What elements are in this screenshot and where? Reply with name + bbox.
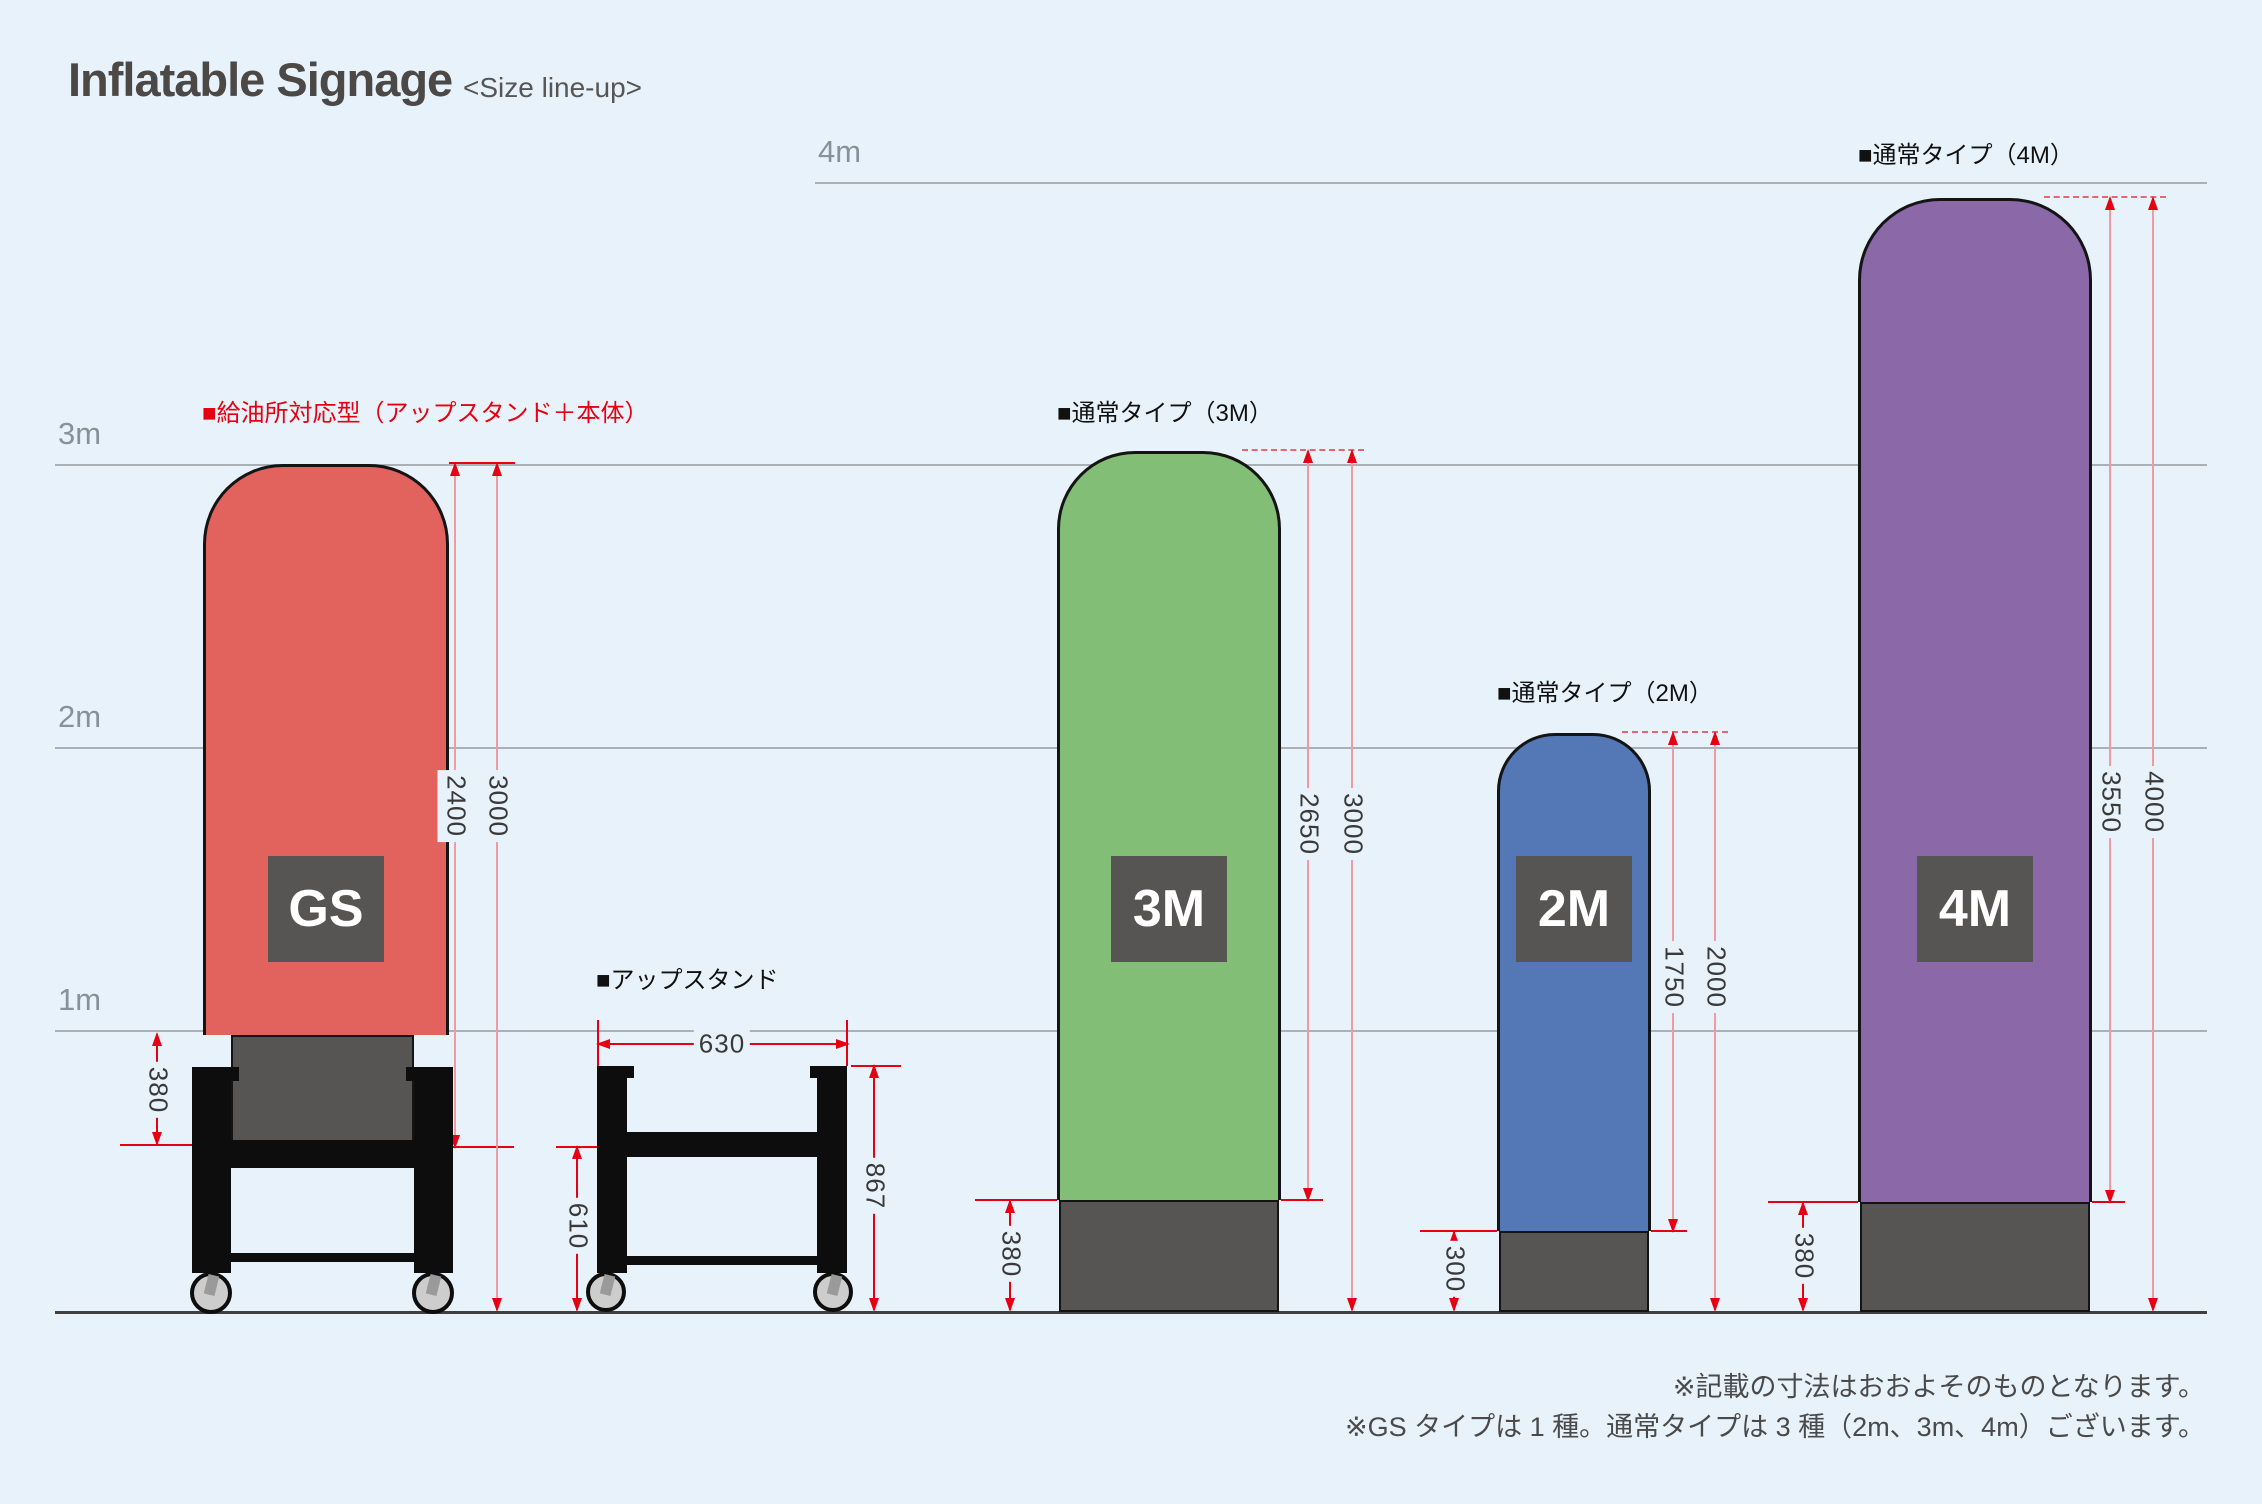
gs-upstand-lower-bar — [225, 1253, 420, 1262]
4m-body-dim-line — [2105, 196, 2115, 1204]
2m-base — [1499, 1231, 1649, 1312]
gridline-4m — [815, 182, 2207, 184]
axis-label-2m: 2m — [58, 699, 102, 734]
axis-label-3m: 3m — [58, 416, 102, 451]
gs-upstand-post-left — [192, 1067, 231, 1273]
upstand-width-dim-value: 630 — [693, 1025, 751, 1063]
page-title: Inflatable Signage — [68, 53, 453, 106]
4m-badge: 4M — [1917, 856, 2033, 962]
upstand-wheel-right — [813, 1272, 853, 1312]
3m-base-dim-value: 380 — [992, 1225, 1030, 1283]
axis-label-4m: 4m — [818, 134, 862, 169]
label-upstand: ■アップスタンド — [596, 967, 779, 994]
3m-body-dim-value: 2650 — [1290, 788, 1328, 860]
gs-total-dim-line — [492, 462, 502, 1312]
upstand-post-left — [597, 1066, 627, 1273]
2m-body-dim-value: 1750 — [1655, 941, 1693, 1013]
3m-base-tick-right — [1281, 1199, 1323, 1201]
3m-total-dim-line — [1347, 449, 1357, 1312]
upstand-crossbar — [597, 1132, 847, 1157]
3m-column — [1057, 451, 1281, 1200]
gs-upstand-nub-right — [406, 1067, 414, 1081]
axis-label-1m: 1m — [58, 982, 102, 1017]
4m-body-dim-value: 3550 — [2092, 766, 2130, 838]
3m-base-tick-left — [975, 1199, 1057, 1201]
label-gs-type: ■給油所対応型（アップスタンド＋本体） — [202, 400, 649, 427]
note-line-2: ※GS タイプは 1 種。通常タイプは 3 種（2m、3m、4m）ございます。 — [1345, 1412, 2205, 1442]
2m-total-dim-line — [1710, 731, 1720, 1312]
2m-total-dim-value: 2000 — [1697, 941, 1735, 1013]
2m-base-dim-value: 300 — [1436, 1240, 1474, 1298]
gs-body-bottom-tick — [452, 1146, 514, 1148]
gs-upstand-nub-left — [231, 1067, 239, 1081]
upstand-nub-right — [810, 1066, 817, 1078]
gs-total-dim-value: 3000 — [479, 770, 517, 842]
4m-base-tick-left — [1768, 1201, 1858, 1203]
gs-body-dim-value: 2400 — [437, 770, 475, 842]
2m-badge: 2M — [1516, 856, 1632, 962]
gs-upstand-wheel-left — [190, 1272, 232, 1314]
4m-base — [1860, 1202, 2090, 1312]
note-line-1: ※記載の寸法はおおよそのものとなります。 — [1672, 1372, 2205, 1402]
gs-top-tick — [449, 462, 515, 464]
gs-base-dim-value: 380 — [139, 1061, 177, 1119]
page-subtitle: <Size line-up> — [463, 72, 643, 103]
gs-base — [231, 1035, 414, 1142]
gs-badge: GS — [268, 856, 384, 962]
3m-badge: 3M — [1111, 856, 1227, 962]
gs-upstand-post-right — [414, 1067, 453, 1273]
label-4m-type: ■通常タイプ（4M） — [1858, 142, 2074, 169]
upstand-total-height-dim-value: 867 — [856, 1157, 894, 1215]
gs-upstand-wheel-right — [412, 1272, 454, 1314]
label-3m-type: ■通常タイプ（3M） — [1057, 400, 1273, 427]
3m-total-dim-value: 3000 — [1334, 788, 1372, 860]
3m-base — [1059, 1200, 1279, 1312]
upstand-wheel-left — [586, 1272, 626, 1312]
upstand-lower-bar — [627, 1256, 817, 1265]
4m-total-dim-line — [2148, 196, 2158, 1312]
4m-total-dim-value: 4000 — [2135, 766, 2173, 838]
upstand-nub-left — [627, 1066, 634, 1078]
4m-base-dim-value: 380 — [1785, 1227, 1823, 1285]
ground-line — [55, 1311, 2207, 1314]
gs-upstand-crossbar — [192, 1140, 453, 1168]
2m-column — [1497, 733, 1651, 1231]
label-2m-type: ■通常タイプ（2M） — [1497, 680, 1713, 707]
4m-column — [1858, 198, 2092, 1202]
upstand-inner-height-dim-value: 610 — [559, 1197, 597, 1255]
upstand-post-right — [817, 1066, 847, 1273]
